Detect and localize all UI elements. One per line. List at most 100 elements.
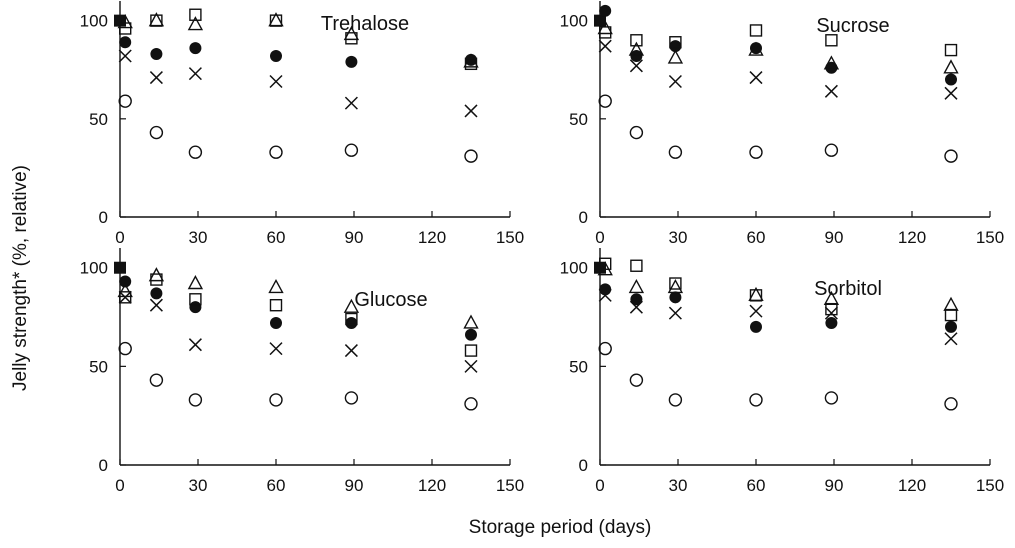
- point-cross: [749, 304, 763, 318]
- x-tick-label: 150: [976, 228, 1004, 247]
- chart-panels: 0 30 60 90 120 150 0 50 100 Trehalose 0 30 60 90 120 15…: [80, 1, 1004, 495]
- point-open-circle: [149, 125, 164, 140]
- point-open-square: [630, 259, 643, 272]
- point-filled-circle: [945, 73, 957, 86]
- series-open-triangle: [597, 20, 959, 74]
- point-open-circle: [464, 397, 478, 411]
- point-open-square: [944, 43, 958, 57]
- point-open-circle: [344, 143, 359, 157]
- y-tick-label: 50: [89, 357, 108, 376]
- point-open-square: [669, 36, 682, 49]
- point-filled-circle: [465, 53, 477, 66]
- x-tick-label: 120: [418, 228, 446, 247]
- point-filled-circle: [599, 4, 612, 17]
- point-cross: [188, 338, 202, 352]
- series-open-square: [599, 24, 958, 57]
- point-open-square: [944, 308, 958, 322]
- point-filled-circle: [825, 316, 838, 329]
- point-open-triangle: [463, 314, 479, 329]
- series-open-circle: [598, 94, 958, 163]
- x-tick-label: 120: [898, 228, 926, 247]
- point-open-triangle: [748, 41, 764, 56]
- y-tick-label: 100: [80, 12, 108, 31]
- point-open-square: [669, 277, 682, 290]
- point-open-circle: [118, 341, 132, 356]
- point-filled-circle: [270, 49, 282, 62]
- point-cross: [149, 71, 163, 85]
- point-filled-circle: [599, 283, 612, 296]
- y-axis-title: Jelly strength* (%, relative): [10, 165, 31, 391]
- point-open-square: [150, 14, 163, 27]
- series-open-square: [599, 257, 958, 322]
- point-cross: [668, 74, 682, 89]
- series-cross: [118, 49, 478, 118]
- point-open-square: [118, 22, 132, 35]
- point-open-triangle: [667, 49, 684, 64]
- point-cross: [269, 342, 283, 356]
- point-filled-square: [594, 14, 606, 27]
- point-open-triangle: [463, 53, 479, 68]
- x-tick-label: 30: [669, 476, 688, 495]
- point-cross: [944, 332, 958, 346]
- point-cross: [344, 96, 358, 110]
- point-filled-circle: [189, 301, 202, 314]
- point-open-square: [345, 32, 358, 45]
- point-cross: [749, 71, 763, 85]
- point-filled-circle: [465, 328, 477, 341]
- point-cross: [269, 74, 283, 89]
- series-open-circle: [118, 94, 478, 163]
- point-open-circle: [749, 393, 763, 407]
- point-cross: [344, 344, 358, 358]
- x-tick-label: 90: [345, 476, 364, 495]
- point-open-circle: [629, 373, 644, 387]
- series-filled-square: [594, 14, 606, 27]
- point-cross: [668, 306, 682, 320]
- point-open-square: [189, 293, 202, 306]
- point-filled-circle: [750, 42, 762, 55]
- series-cross: [598, 288, 958, 346]
- point-cross: [149, 298, 163, 312]
- x-tick-label: 60: [267, 476, 286, 495]
- point-cross: [944, 86, 958, 100]
- y-tick-label: 100: [560, 12, 588, 31]
- point-filled-square: [114, 261, 126, 274]
- point-open-circle: [269, 393, 283, 407]
- series-open-circle: [598, 341, 958, 411]
- point-open-square: [150, 273, 163, 286]
- point-cross: [629, 59, 643, 73]
- point-open-circle: [269, 145, 283, 159]
- point-filled-circle: [189, 42, 202, 55]
- panel-title: Sucrose: [816, 15, 889, 37]
- x-tick-label: 30: [669, 228, 688, 247]
- point-filled-circle: [630, 293, 643, 306]
- point-open-circle: [824, 143, 839, 157]
- x-tick-label: 60: [747, 476, 766, 495]
- point-open-triangle: [187, 16, 204, 31]
- y-tick-label: 0: [99, 208, 108, 227]
- point-open-square: [599, 257, 612, 270]
- point-open-circle: [629, 125, 644, 140]
- series-open-square: [118, 8, 478, 71]
- point-open-square: [825, 34, 838, 47]
- point-filled-circle: [119, 36, 132, 49]
- point-cross: [188, 67, 202, 81]
- point-open-triangle: [268, 278, 284, 294]
- y-tick-label: 0: [579, 208, 588, 227]
- point-cross: [118, 49, 132, 63]
- point-open-triangle: [117, 282, 133, 298]
- point-open-triangle: [823, 55, 840, 70]
- point-filled-circle: [669, 291, 682, 304]
- x-tick-label: 60: [267, 228, 286, 247]
- point-filled-circle: [150, 287, 163, 300]
- point-filled-circle: [750, 320, 762, 333]
- series-cross: [598, 39, 958, 100]
- panel-title: Glucose: [354, 289, 427, 311]
- point-open-circle: [944, 397, 958, 411]
- point-open-square: [599, 26, 612, 39]
- y-tick-label: 0: [579, 456, 588, 475]
- point-cross: [464, 359, 478, 373]
- point-cross: [464, 104, 478, 118]
- x-tick-label: 120: [418, 476, 446, 495]
